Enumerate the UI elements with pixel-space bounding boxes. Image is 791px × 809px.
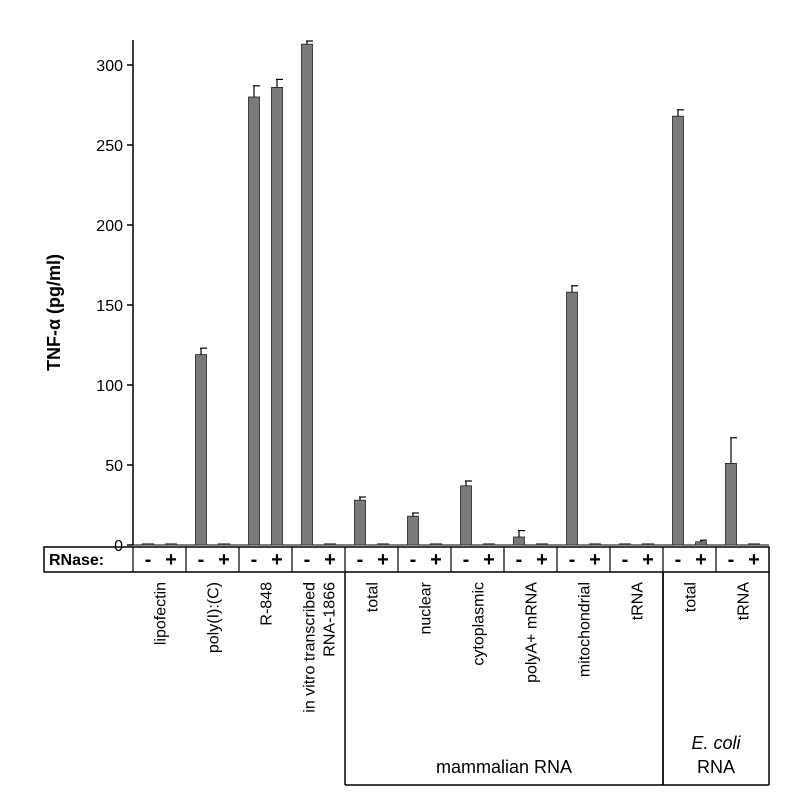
bar	[725, 462, 737, 546]
category-labels: lipofectin poly(I):(C) R-848 in vitro trans…	[153, 581, 753, 712]
rnase-minus: -	[516, 549, 523, 571]
category-label: cytoplasmic	[471, 582, 488, 666]
bar	[354, 499, 366, 546]
rnase-plus: +	[589, 549, 601, 571]
bar	[642, 543, 654, 546]
bar	[218, 543, 230, 546]
bar	[195, 354, 207, 546]
bar	[483, 543, 495, 546]
rnase-plus: +	[695, 549, 707, 571]
category-label: polyA+ mRNA	[524, 582, 541, 683]
bar	[619, 543, 631, 546]
rnase-minus: -	[463, 549, 470, 571]
y-axis-label: TNF-α (pg/ml)	[44, 254, 64, 371]
rnase-plus: +	[377, 549, 389, 571]
rnase-minus: -	[569, 549, 576, 571]
category-label: R-848	[259, 582, 276, 626]
bar	[165, 543, 177, 546]
category-label: nuclear	[418, 581, 435, 634]
bar	[748, 543, 760, 546]
rnase-plus: +	[271, 549, 283, 571]
category-label: RNA-1866	[322, 582, 339, 657]
bar	[460, 485, 472, 546]
bar	[248, 96, 260, 546]
category-label: tRNA	[736, 582, 753, 621]
rnase-row: RNase: - + - + - + - + - + - + - + - + - + - + - + - +	[43, 546, 770, 573]
bar	[430, 543, 442, 546]
bar	[672, 115, 684, 546]
rnase-plus: +	[165, 549, 177, 571]
rnase-minus: -	[198, 549, 205, 571]
bar	[536, 543, 548, 546]
rnase-plus: +	[748, 549, 760, 571]
bar	[695, 541, 707, 546]
category-label: total	[683, 582, 700, 612]
category-label: mitochondrial	[577, 582, 594, 677]
y-tick-label: 300	[96, 58, 123, 75]
category-label: poly(I):(C)	[206, 582, 223, 653]
y-tick-label: 250	[96, 138, 123, 155]
rnase-minus: -	[675, 549, 682, 571]
bar	[589, 543, 601, 546]
rnase-minus: -	[357, 549, 364, 571]
bar	[566, 291, 578, 546]
bar	[513, 536, 525, 546]
bar	[271, 87, 283, 546]
rnase-label: RNase:	[49, 552, 104, 569]
rnase-plus: +	[218, 549, 230, 571]
bar	[377, 543, 389, 546]
y-tick-label: 50	[105, 458, 123, 475]
rnase-minus: -	[410, 549, 417, 571]
rnase-plus: +	[430, 549, 442, 571]
rnase-plus: +	[324, 549, 336, 571]
group-label: mammalian RNA	[436, 757, 572, 777]
rnase-plus: +	[483, 549, 495, 571]
category-label: in vitro transcribed	[302, 582, 319, 713]
bars-layer	[142, 40, 760, 546]
rnase-minus: -	[251, 549, 258, 571]
rnase-minus: -	[622, 549, 629, 571]
group-label: E. coli	[691, 733, 741, 753]
category-label: lipofectin	[153, 582, 170, 645]
category-label: tRNA	[630, 582, 647, 621]
bar	[142, 543, 154, 546]
bar	[324, 543, 336, 546]
rnase-row-box	[43, 546, 770, 573]
category-label: total	[365, 582, 382, 612]
y-tick-label: 150	[96, 298, 123, 315]
rnase-minus: -	[145, 549, 152, 571]
y-tick-label: 100	[96, 378, 123, 395]
bar	[301, 43, 313, 546]
rnase-minus: -	[728, 549, 735, 571]
group-label: RNA	[697, 757, 735, 777]
rnase-plus: +	[536, 549, 548, 571]
rnase-plus: +	[642, 549, 654, 571]
y-tick-label: 200	[96, 218, 123, 235]
group-labels: mammalian RNA E. coli RNA	[344, 572, 770, 786]
bar	[407, 515, 419, 546]
rnase-minus: -	[304, 549, 311, 571]
